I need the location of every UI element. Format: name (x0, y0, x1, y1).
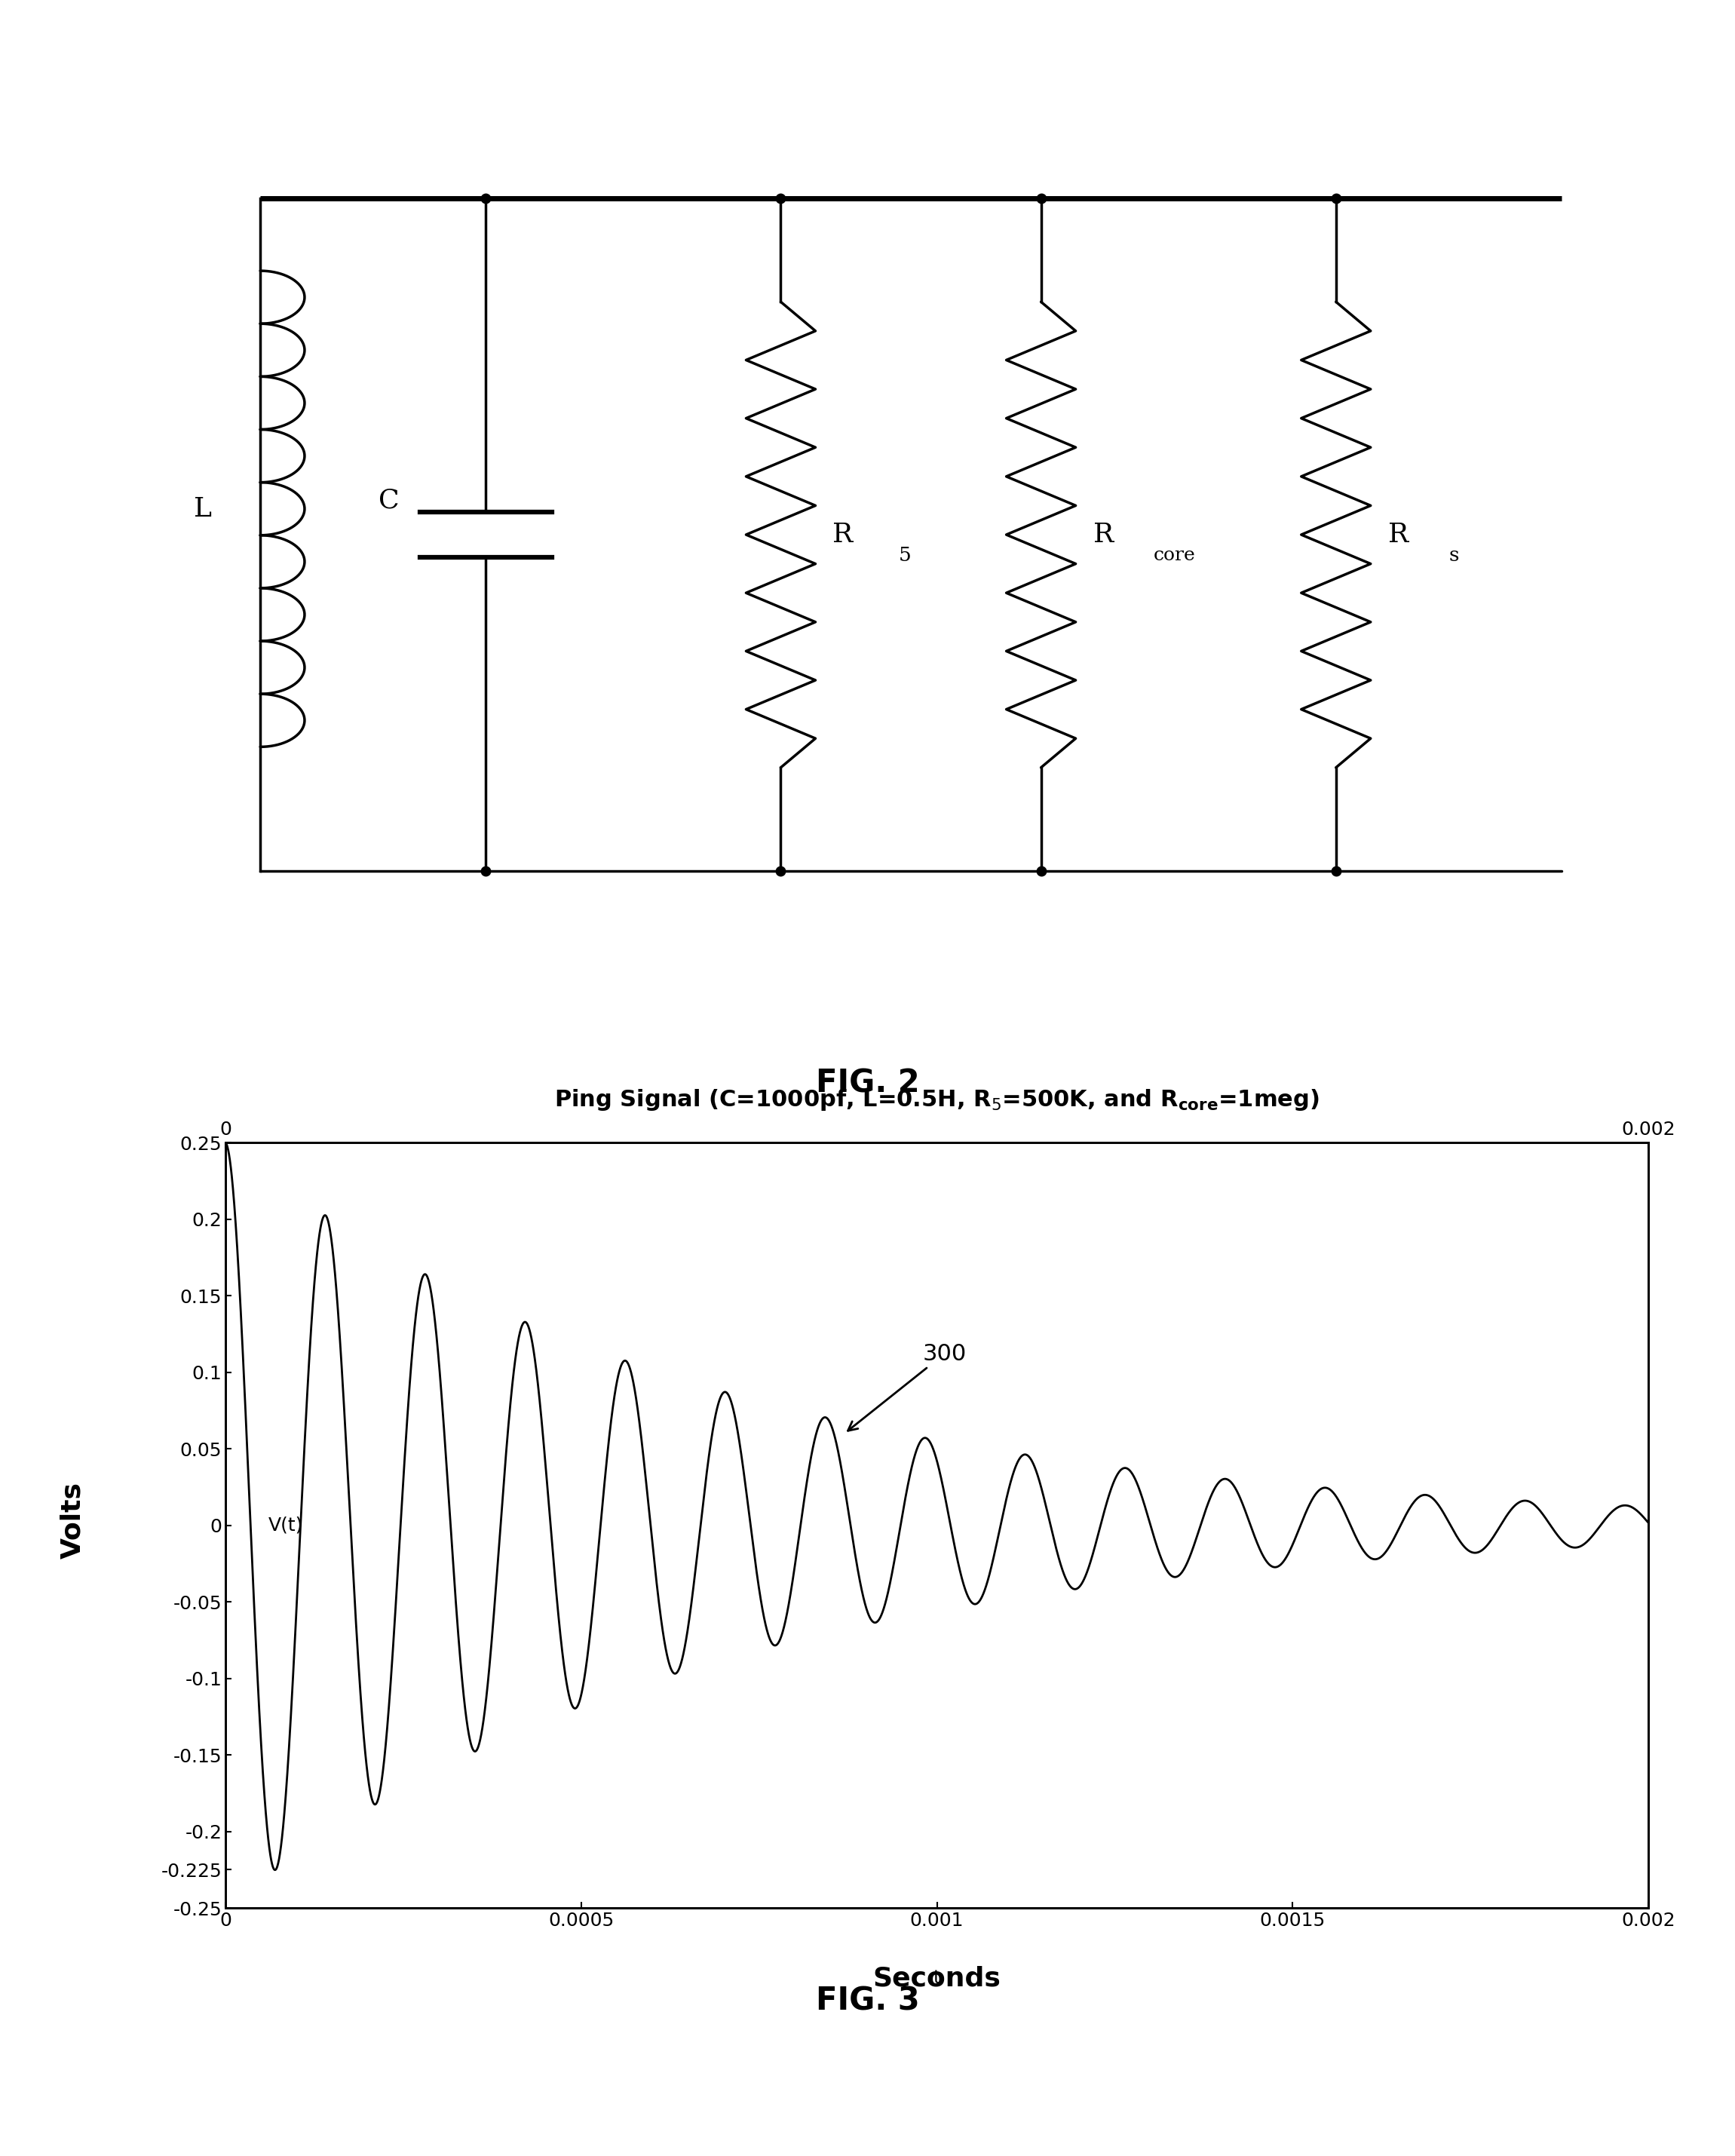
Text: FIG. 2: FIG. 2 (815, 1067, 920, 1100)
X-axis label: Seconds: Seconds (873, 1966, 1001, 1992)
Text: t: t (933, 1968, 940, 1988)
Text: Volts: Volts (61, 1481, 85, 1559)
Text: core: core (1154, 548, 1195, 565)
Title: Ping Signal (C=1000pf, L=0.5H, R$_5$=500K, and R$_\mathregular{core}$=1meg): Ping Signal (C=1000pf, L=0.5H, R$_5$=500… (553, 1087, 1320, 1112)
Text: s: s (1449, 545, 1459, 565)
Text: C: C (378, 487, 399, 513)
Text: R: R (1093, 522, 1114, 548)
Text: FIG. 3: FIG. 3 (815, 1986, 920, 2016)
Text: R: R (833, 522, 854, 548)
Text: V(t): V(t) (269, 1516, 304, 1535)
Text: 300: 300 (848, 1343, 966, 1432)
Text: R: R (1388, 522, 1409, 548)
Text: 5: 5 (899, 545, 911, 565)
Text: L: L (194, 496, 212, 522)
